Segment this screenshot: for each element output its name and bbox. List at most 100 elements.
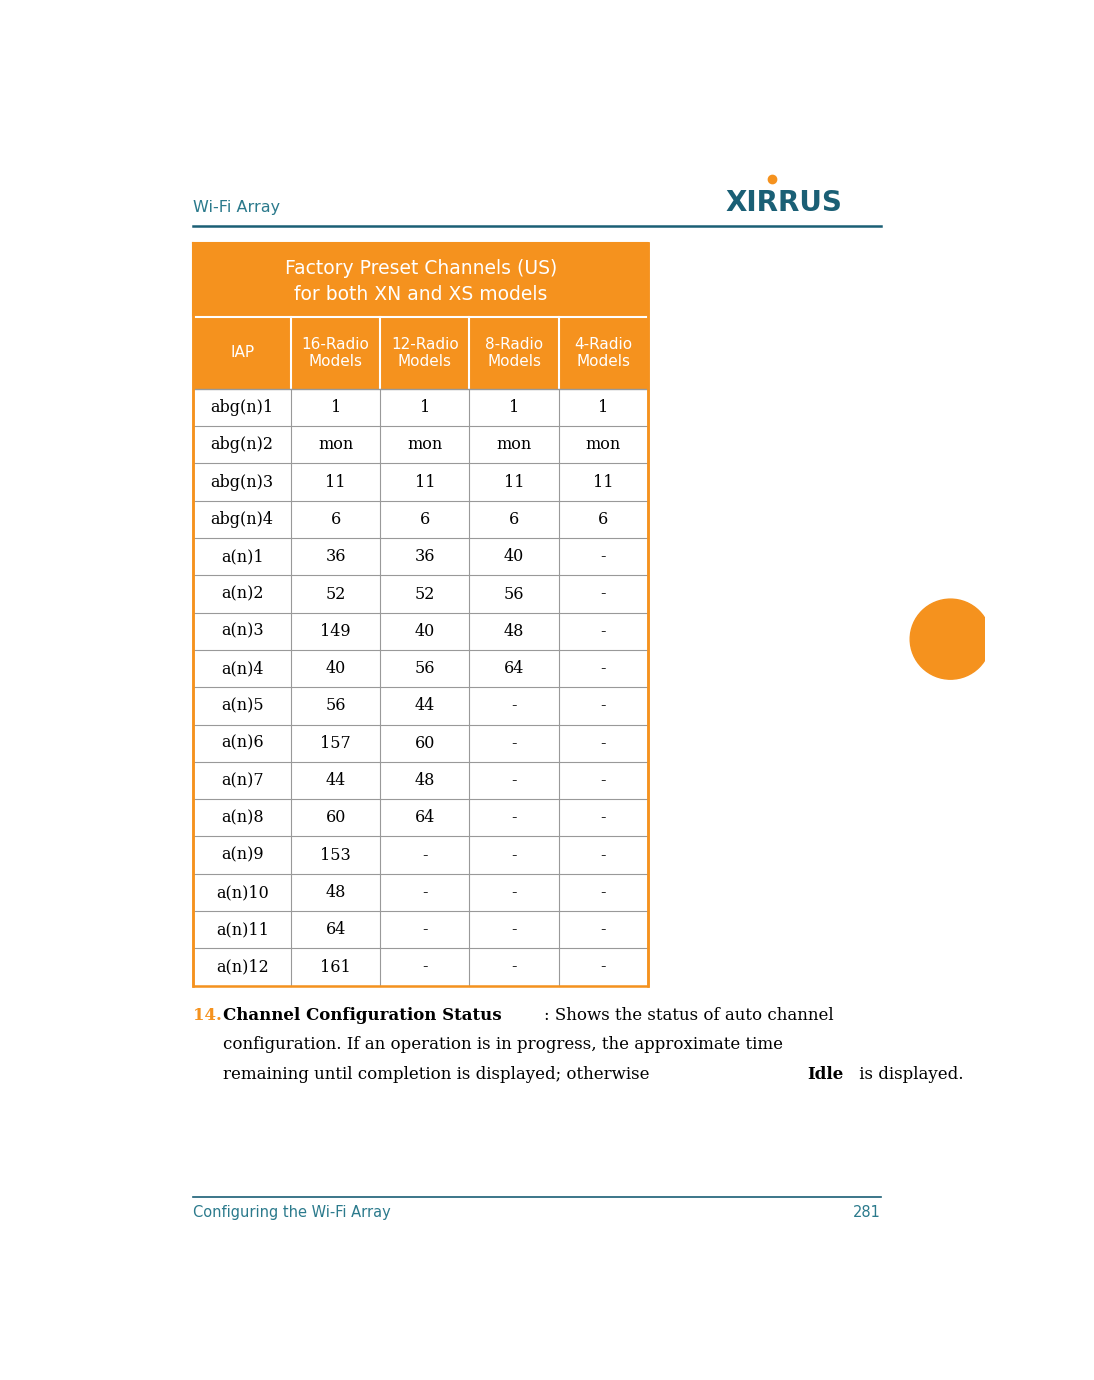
Text: 36: 36 bbox=[415, 548, 435, 566]
Text: 149: 149 bbox=[321, 622, 351, 640]
Text: 48: 48 bbox=[415, 771, 435, 789]
Text: a(n)10: a(n)10 bbox=[216, 885, 269, 901]
Text: 11: 11 bbox=[415, 473, 435, 491]
Text: a(n)4: a(n)4 bbox=[221, 660, 264, 678]
Text: -: - bbox=[601, 660, 606, 678]
Text: -: - bbox=[422, 922, 428, 938]
Bar bbox=[194, 799, 649, 836]
Text: : Shows the status of auto channel: : Shows the status of auto channel bbox=[544, 1007, 834, 1024]
Bar bbox=[194, 316, 291, 389]
Text: 6: 6 bbox=[598, 511, 608, 529]
Text: -: - bbox=[601, 771, 606, 789]
Bar bbox=[194, 501, 649, 538]
Text: 11: 11 bbox=[326, 473, 346, 491]
Text: -: - bbox=[422, 959, 428, 976]
Bar bbox=[194, 243, 649, 985]
Text: 56: 56 bbox=[504, 585, 524, 603]
Bar bbox=[559, 316, 648, 389]
Bar bbox=[194, 389, 649, 426]
Text: 4-Radio
Models: 4-Radio Models bbox=[574, 337, 632, 368]
Bar bbox=[194, 243, 649, 316]
Bar bbox=[194, 464, 649, 501]
Text: -: - bbox=[511, 922, 516, 938]
Text: -: - bbox=[511, 734, 516, 752]
Text: -: - bbox=[601, 809, 606, 827]
Text: a(n)8: a(n)8 bbox=[221, 809, 264, 827]
Text: 1: 1 bbox=[420, 399, 430, 415]
Text: -: - bbox=[601, 734, 606, 752]
Text: a(n)9: a(n)9 bbox=[221, 846, 264, 864]
Text: 157: 157 bbox=[321, 734, 351, 752]
Text: mon: mon bbox=[407, 436, 442, 454]
Text: is displayed.: is displayed. bbox=[853, 1065, 963, 1083]
Text: a(n)6: a(n)6 bbox=[221, 734, 264, 752]
Text: -: - bbox=[601, 846, 606, 864]
Text: for both XN and XS models: for both XN and XS models bbox=[294, 284, 547, 304]
Text: 36: 36 bbox=[326, 548, 346, 566]
Text: IAP: IAP bbox=[230, 345, 254, 360]
Text: a(n)5: a(n)5 bbox=[221, 697, 264, 715]
Text: a(n)11: a(n)11 bbox=[216, 922, 269, 938]
Text: 64: 64 bbox=[504, 660, 524, 678]
Bar bbox=[194, 836, 649, 874]
Text: -: - bbox=[422, 885, 428, 901]
Text: 52: 52 bbox=[326, 585, 346, 603]
Text: 6: 6 bbox=[420, 511, 430, 529]
Text: -: - bbox=[601, 622, 606, 640]
Bar bbox=[469, 316, 559, 389]
Text: 153: 153 bbox=[321, 846, 351, 864]
Text: 40: 40 bbox=[504, 548, 524, 566]
Text: a(n)1: a(n)1 bbox=[221, 548, 264, 566]
Text: 60: 60 bbox=[326, 809, 346, 827]
Bar bbox=[194, 613, 649, 650]
Text: 1: 1 bbox=[598, 399, 608, 415]
Text: 64: 64 bbox=[415, 809, 435, 827]
Text: a(n)3: a(n)3 bbox=[221, 622, 264, 640]
Text: -: - bbox=[511, 771, 516, 789]
Text: 48: 48 bbox=[326, 885, 346, 901]
Text: mon: mon bbox=[497, 436, 532, 454]
Text: 56: 56 bbox=[415, 660, 435, 678]
Text: abg(n)4: abg(n)4 bbox=[211, 511, 274, 529]
Text: 14.: 14. bbox=[194, 1007, 222, 1024]
Text: -: - bbox=[601, 885, 606, 901]
Text: 8-Radio
Models: 8-Radio Models bbox=[485, 337, 543, 368]
Text: abg(n)3: abg(n)3 bbox=[211, 473, 274, 491]
Text: configuration. If an operation is in progress, the approximate time: configuration. If an operation is in pro… bbox=[223, 1036, 783, 1053]
Text: Wi-Fi Array: Wi-Fi Array bbox=[194, 200, 280, 215]
Text: Configuring the Wi-Fi Array: Configuring the Wi-Fi Array bbox=[194, 1205, 391, 1220]
Text: 6: 6 bbox=[330, 511, 341, 529]
Text: 44: 44 bbox=[326, 771, 346, 789]
Bar bbox=[194, 575, 649, 613]
Bar bbox=[194, 874, 649, 911]
Text: remaining until completion is displayed; otherwise: remaining until completion is displayed;… bbox=[223, 1065, 654, 1083]
Bar bbox=[194, 538, 649, 575]
Text: mon: mon bbox=[585, 436, 620, 454]
Text: 48: 48 bbox=[504, 622, 524, 640]
Text: -: - bbox=[601, 697, 606, 715]
Text: 44: 44 bbox=[415, 697, 435, 715]
Text: abg(n)1: abg(n)1 bbox=[211, 399, 274, 415]
Text: -: - bbox=[511, 846, 516, 864]
Circle shape bbox=[910, 599, 991, 679]
Text: 1: 1 bbox=[330, 399, 341, 415]
Bar bbox=[194, 650, 649, 687]
Text: 40: 40 bbox=[326, 660, 346, 678]
Text: 12-Radio
Models: 12-Radio Models bbox=[391, 337, 458, 368]
Text: 161: 161 bbox=[321, 959, 351, 976]
Bar bbox=[194, 911, 649, 948]
Text: a(n)7: a(n)7 bbox=[221, 771, 264, 789]
Bar bbox=[194, 724, 649, 762]
Bar bbox=[194, 948, 649, 985]
Text: XIRRUS: XIRRUS bbox=[725, 189, 842, 217]
Bar bbox=[194, 426, 649, 464]
Text: 64: 64 bbox=[326, 922, 346, 938]
Text: 60: 60 bbox=[415, 734, 435, 752]
Text: a(n)2: a(n)2 bbox=[221, 585, 264, 603]
Bar bbox=[291, 316, 381, 389]
Text: -: - bbox=[422, 846, 428, 864]
Text: 52: 52 bbox=[415, 585, 435, 603]
Text: -: - bbox=[511, 885, 516, 901]
Text: abg(n)2: abg(n)2 bbox=[211, 436, 274, 454]
Text: mon: mon bbox=[318, 436, 353, 454]
